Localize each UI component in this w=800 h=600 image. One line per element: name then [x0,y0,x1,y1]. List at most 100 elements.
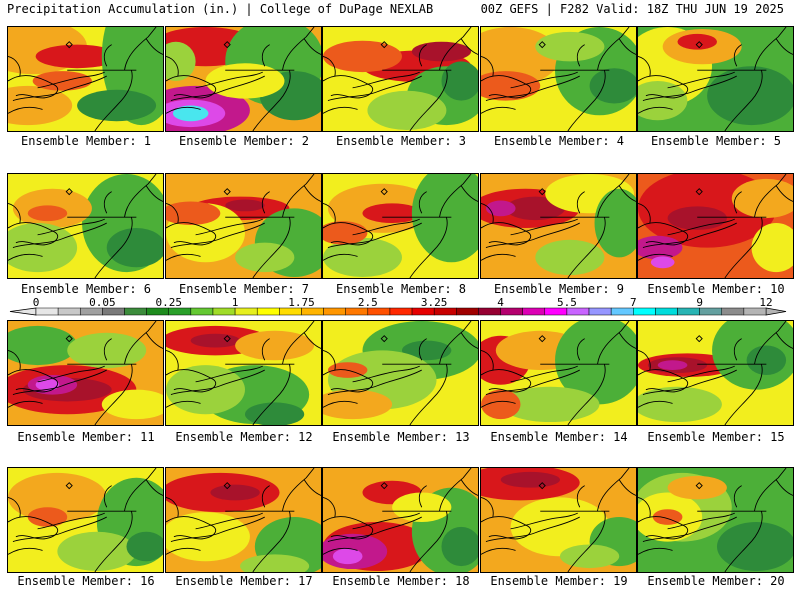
colorbar-segment [478,307,501,316]
geographic-boundary-line [481,350,494,371]
colorbar-segment [500,307,523,316]
ensemble-member-label: Ensemble Member: 17 [175,574,313,588]
geographic-boundary-line [12,75,107,102]
geographic-boundary-line [12,222,107,249]
colorbar-segment [168,307,192,316]
colorbar-segment [323,307,346,316]
geographic-boundary-line [667,71,735,89]
ensemble-member-map-panel [165,173,322,279]
geographic-boundary-line [8,56,21,77]
geographic-boundary-line [754,174,787,218]
geographic-boundary-line [323,75,374,99]
geographic-boundary-line [37,512,105,530]
precipitation-field-map [166,468,321,572]
location-marker-icon [65,188,73,196]
colorbar-segment [433,307,457,316]
precip-contour-green_dark [746,345,787,375]
geographic-boundary-line [481,253,516,261]
ensemble-member-map-panel [165,320,322,426]
location-marker-icon [223,41,231,49]
geographic-boundary-line [409,217,448,278]
geographic-boundary-line [724,364,763,425]
precipitation-field-map [8,27,163,131]
geographic-boundary-line [303,332,321,349]
colorbar-tick-label: 5.5 [557,296,577,309]
precip-contour-orange [323,389,393,420]
geographic-boundary-line [94,217,133,278]
precip-contour-green [8,325,78,366]
precip-contour-lime [638,80,688,121]
geographic-boundary-line [638,75,689,99]
precip-contour-dark_red [411,41,472,62]
precip-contour-green [411,174,478,263]
precip-contour-green_dark [589,68,636,104]
precip-contour-orange [667,475,727,500]
geographic-boundary-line [145,185,163,202]
geographic-boundary-line [94,364,133,425]
geographic-boundary-line [166,369,217,393]
geographic-boundary-line [166,75,217,99]
colorbar-segment [367,307,391,316]
precip-contour-magenta [485,200,516,217]
geographic-boundary-line [195,512,263,530]
geographic-boundary-line [754,27,787,71]
ensemble-member-label: Ensemble Member: 9 [493,282,625,296]
precip-contour-green_dark [106,227,163,268]
precip-contour-red_orange [32,71,92,91]
geographic-boundary-line [481,400,516,408]
geographic-boundary-line [261,485,270,508]
geographic-boundary-line [642,369,737,396]
geographic-boundary-line [638,106,673,114]
precip-contour-lime [8,223,78,273]
geographic-boundary-line [282,321,315,365]
geographic-boundary-line [733,338,742,361]
geographic-boundary-line [170,369,265,396]
geographic-boundary-line [8,253,43,261]
geographic-boundary-line [252,217,291,278]
precipitation-field-map [166,174,321,278]
precip-contour-yellow [205,63,285,99]
ensemble-member-map-panel [322,467,479,573]
geographic-boundary-line [323,400,358,408]
precipitation-field-map [323,468,478,572]
ensemble-member-map-panel [480,467,637,573]
geographic-boundary-line [567,364,606,425]
location-marker-icon [538,188,546,196]
precip-contour-dark_red [500,471,560,488]
geographic-boundary-line [618,332,636,349]
precip-contour-red [362,203,422,224]
geographic-boundary-line [323,516,374,540]
colorbar-tick-label: 3.25 [421,296,448,309]
geographic-boundary-line [124,468,157,512]
precipitation-field-map [323,27,478,131]
geographic-boundary-line [103,191,112,214]
colorbar-tick-label: 7 [630,296,637,309]
colorbar-segment [610,307,634,316]
ensemble-member-label: Ensemble Member: 16 [17,574,155,588]
geographic-boundary-line [510,512,578,530]
geographic-boundary-line [485,516,580,543]
geographic-boundary-line [166,350,179,371]
geographic-boundary-line [170,75,265,102]
geographic-boundary-line [439,468,472,512]
geographic-boundary-line [323,369,374,393]
location-marker-icon [380,41,388,49]
precipitation-field-map [8,321,163,425]
geographic-boundary-line [485,222,580,249]
precip-contour-violet [35,378,60,391]
geographic-boundary-line [166,400,201,408]
ensemble-member-map-panel [7,320,164,426]
geographic-boundary-line [195,71,263,89]
precip-contour-violet [332,548,363,565]
geographic-boundary-line [145,332,163,349]
geographic-boundary-line [485,369,580,396]
ensemble-member-map-panel [637,467,794,573]
precipitation-field-map [481,27,636,131]
precipitation-field-map [8,174,163,278]
geographic-boundary-line [166,497,179,518]
precip-contour-yellow [751,223,793,273]
geographic-boundary-line [638,56,651,77]
geographic-boundary-line [481,56,494,77]
geographic-boundary-line [8,400,43,408]
geographic-boundary-line [282,174,315,218]
